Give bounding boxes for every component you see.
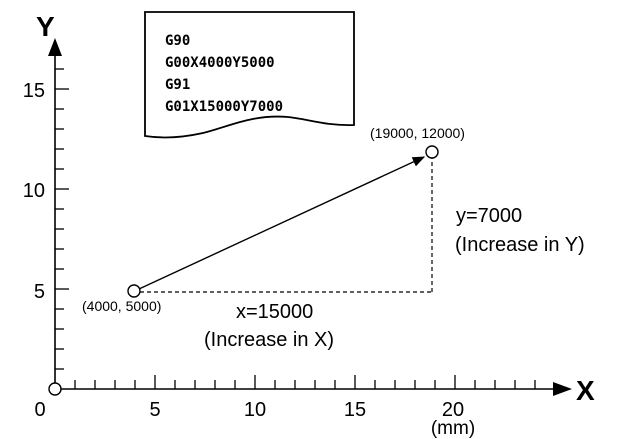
end-point-label: (19000, 12000) <box>370 125 465 141</box>
axis-ticks <box>55 68 536 389</box>
program-card <box>144 11 355 139</box>
program-line-2: G00X4000Y5000 <box>165 55 275 71</box>
y-tick-label-15: 15 <box>23 80 45 102</box>
y-tick-label-5: 5 <box>34 281 45 303</box>
y-axis-arrow-icon <box>48 38 62 56</box>
x-tick-label-20: 20 <box>442 399 464 421</box>
x-tick-label-15: 15 <box>344 399 366 421</box>
program-line-4: G01X15000Y7000 <box>165 99 283 115</box>
y-axis-label: Y <box>36 11 55 42</box>
x-tick-label-10: 10 <box>244 399 266 421</box>
program-line-3: G91 <box>165 77 190 93</box>
origin-label: 0 <box>34 399 45 421</box>
x-increment-description: (Increase in X) <box>204 329 334 351</box>
y-tick-label-10: 10 <box>23 180 45 202</box>
x-tick-label-5: 5 <box>149 399 160 421</box>
x-increment-value: x=15000 <box>236 301 313 323</box>
x-axis-label: X <box>576 375 595 406</box>
x-axis-unit: (mm) <box>431 418 475 439</box>
y-increment-description: (Increase in Y) <box>455 234 585 256</box>
program-line-1: G90 <box>165 33 190 49</box>
end-point <box>425 145 439 159</box>
start-point-label: (4000, 5000) <box>82 298 161 314</box>
origin-point <box>48 382 62 396</box>
x-axis-arrow-icon <box>553 382 572 396</box>
y-increment-value: y=7000 <box>456 205 522 227</box>
start-point <box>127 284 141 298</box>
motion-vector-arrow <box>138 156 426 290</box>
